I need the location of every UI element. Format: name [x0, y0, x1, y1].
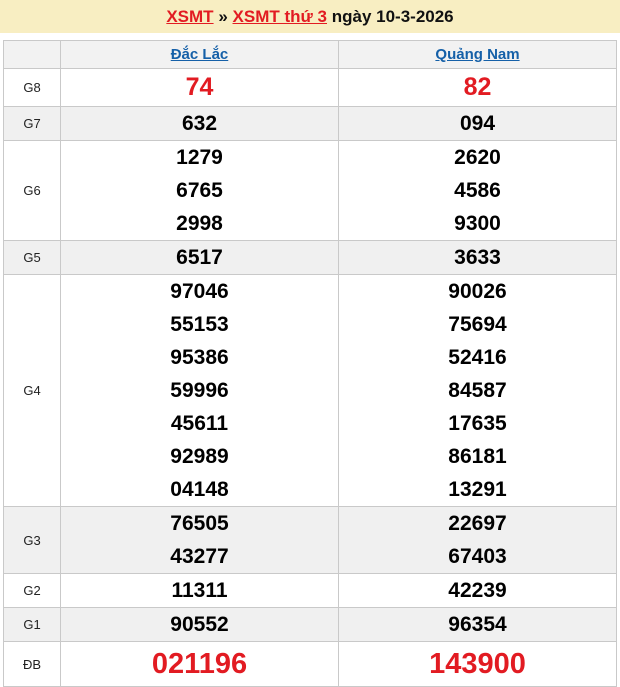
result-number: 11311 [171, 579, 228, 602]
result-number: 90026 [448, 280, 507, 303]
result-cell-dac-lac: 021196 [60, 641, 339, 687]
result-number: 52416 [448, 346, 507, 369]
prize-label: G1 [3, 607, 61, 642]
result-number: 2998 [176, 212, 223, 235]
breadcrumb-separator: » [218, 7, 228, 26]
prize-row-G8: G8 74 82 [3, 68, 617, 107]
result-cell-dac-lac: 97046 55153 95386 59996 45611 92989 04148 [60, 274, 339, 507]
result-cell-dac-lac: 11311 [60, 573, 339, 608]
result-cell-quang-nam: 42239 [338, 573, 617, 608]
result-number: 3633 [454, 246, 501, 269]
result-number: 1279 [176, 146, 223, 169]
result-cell-dac-lac: 632 [60, 106, 339, 141]
result-number: 9300 [454, 212, 501, 235]
prize-row-G5: G5 6517 3633 [3, 240, 617, 275]
result-number: 76505 [170, 512, 229, 535]
result-number: 45611 [170, 412, 229, 435]
result-number: 96354 [448, 613, 507, 636]
province-link-quang-nam[interactable]: Quảng Nam [435, 45, 520, 63]
result-cell-quang-nam: 22697 67403 [338, 506, 617, 574]
prize-row-ĐB: ĐB 021196 143900 [3, 641, 617, 687]
result-cell-quang-nam: 143900 [338, 641, 617, 687]
result-number: 6517 [176, 246, 223, 269]
breadcrumb-date: ngày 10-3-2026 [331, 7, 454, 26]
prize-label: G5 [3, 240, 61, 275]
prize-label: G2 [3, 573, 61, 608]
result-cell-quang-nam: 82 [338, 68, 617, 107]
result-number: 42239 [448, 579, 507, 602]
result-number: 094 [459, 112, 496, 135]
prize-row-G1: G1 90552 96354 [3, 607, 617, 642]
prize-label: G4 [3, 274, 61, 507]
province-link-dac-lac[interactable]: Đắc Lắc [170, 45, 229, 63]
result-number: 74 [185, 73, 214, 101]
prize-label: G8 [3, 68, 61, 107]
column-header-quang-nam: Quảng Nam [338, 40, 617, 69]
prize-row-G6: G6 1279 6765 2998 2620 4586 9300 [3, 140, 617, 241]
result-number: 6765 [176, 179, 223, 202]
result-number: 143900 [429, 648, 526, 680]
result-number: 22697 [448, 512, 507, 535]
result-number: 43277 [170, 545, 229, 568]
result-number: 67403 [448, 545, 507, 568]
prize-label: ĐB [3, 641, 61, 687]
result-number: 17635 [448, 412, 507, 435]
result-number: 75694 [448, 313, 507, 336]
result-number: 04148 [170, 478, 229, 501]
result-number: 95386 [170, 346, 229, 369]
result-cell-quang-nam: 90026 75694 52416 84587 17635 86181 13291 [338, 274, 617, 507]
result-number: 86181 [448, 445, 507, 468]
result-number: 13291 [448, 478, 507, 501]
result-number: 632 [181, 112, 218, 135]
result-number: 4586 [454, 179, 501, 202]
prize-row-G7: G7 632 094 [3, 106, 617, 141]
result-cell-dac-lac: 90552 [60, 607, 339, 642]
result-cell-quang-nam: 96354 [338, 607, 617, 642]
prize-row-G4: G4 97046 55153 95386 59996 45611 92989 04148 900… [3, 274, 617, 507]
result-cell-dac-lac: 1279 6765 2998 [60, 140, 339, 241]
prize-label: G3 [3, 506, 61, 574]
result-cell-dac-lac: 76505 43277 [60, 506, 339, 574]
result-number: 92989 [170, 445, 229, 468]
result-cell-dac-lac: 6517 [60, 240, 339, 275]
table-header-row: Đắc Lắc Quảng Nam [3, 40, 617, 69]
result-number: 59996 [170, 379, 229, 402]
results-body: G8 74 82 G7 632 094 G6 1279 6765 2998 2620 4586 9300… [3, 68, 617, 687]
breadcrumb-link-xsmt[interactable]: XSMT [166, 7, 214, 26]
result-number: 2620 [454, 146, 501, 169]
breadcrumb-banner: XSMT » XSMT thứ 3 ngày 10-3-2026 [0, 0, 620, 33]
result-number: 021196 [151, 648, 248, 680]
column-header-dac-lac: Đắc Lắc [60, 40, 339, 69]
result-number: 55153 [170, 313, 229, 336]
result-cell-quang-nam: 3633 [338, 240, 617, 275]
result-number: 82 [463, 73, 492, 101]
prize-row-G2: G2 11311 42239 [3, 573, 617, 608]
result-cell-quang-nam: 094 [338, 106, 617, 141]
breadcrumb-link-xsmt-thu3[interactable]: XSMT thứ 3 [232, 7, 327, 26]
prize-label: G7 [3, 106, 61, 141]
result-number: 84587 [448, 379, 507, 402]
result-number: 97046 [170, 280, 229, 303]
lottery-results-table: Đắc Lắc Quảng Nam G8 74 82 G7 632 094 G6 1279 67… [3, 40, 617, 687]
prize-row-G3: G3 76505 43277 22697 67403 [3, 506, 617, 574]
corner-cell [3, 40, 61, 69]
prize-label: G6 [3, 140, 61, 241]
result-number: 90552 [170, 613, 229, 636]
result-cell-dac-lac: 74 [60, 68, 339, 107]
result-cell-quang-nam: 2620 4586 9300 [338, 140, 617, 241]
